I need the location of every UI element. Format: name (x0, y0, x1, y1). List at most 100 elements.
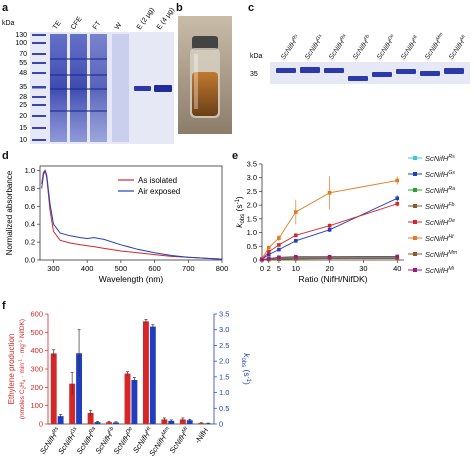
gel-c-band-mm (420, 71, 440, 76)
marker-35: 35 (19, 84, 27, 91)
chart-e-point (395, 178, 400, 183)
chart-e-point (327, 256, 332, 261)
chart-d-ytick: 0.0 (25, 256, 35, 265)
chart-e-series-ht (261, 180, 398, 259)
chart-f-bar-kobs (168, 420, 175, 424)
chart-f-bar-kobs (76, 353, 83, 424)
chart-d-legend-label: Air exposed (138, 187, 180, 196)
chart-d-series-air-exposed (41, 169, 223, 260)
marker-55: 55 (19, 60, 27, 67)
chart-e-point (294, 239, 298, 243)
chart-e-point (266, 256, 271, 261)
chart-e-ytick: 0 (253, 256, 257, 265)
chart-f-ylabel-right: kobs (s-1) (240, 353, 252, 385)
chart-d-absorbance: 0.0 0.2 0.4 0.6 0.8 1.0 300 400 500 600 700 800 Wave… (5, 165, 228, 284)
marker-20: 20 (19, 113, 27, 120)
chart-d-xtick: 400 (81, 264, 94, 273)
chart-f-bar-kobs (205, 423, 212, 424)
chart-e-point (395, 256, 400, 261)
chart-d-ytick: 0.4 (25, 220, 35, 229)
chart-e-xtick: 20 (325, 264, 333, 273)
chart-f-ylabel-left-line2: (nmoles C2H4 · min-1 · mg-1 NifDK) (18, 319, 28, 419)
chart-f-ytick-right: 3.0 (219, 325, 229, 334)
chart-f-ytick-left: 0 (39, 420, 43, 429)
gel-c-band-fb (348, 76, 368, 81)
gel-c-lane-label-fb: ScNifHFb (350, 33, 373, 61)
marker-15: 15 (19, 125, 27, 132)
marker-28: 28 (19, 94, 27, 101)
gel-c-band-mi (444, 68, 464, 74)
chart-f-bar-kobs (94, 422, 101, 424)
lane-label-ft: FT (92, 20, 103, 32)
chart-f-ytick-right: 2.5 (219, 341, 229, 350)
gel-c-lane-label-mi: ScNifHMi (446, 33, 469, 61)
chart-f-bar-kobs (113, 422, 119, 424)
chart-e-point (266, 249, 271, 254)
chart-e-ytick: 3.5 (247, 160, 257, 169)
panel-b-label: b (176, 2, 183, 14)
chart-e-ytick: 2.0 (247, 201, 257, 210)
chart-f-bar-ethylene (69, 383, 76, 424)
chart-e-legend-label-fb: ScNifHFb (425, 202, 455, 211)
chart-d-xlabel: Wavelength (nm) (99, 274, 164, 284)
gel-c-lane-label-ra: ScNifHRa (326, 33, 349, 61)
chart-f-bar-ethylene (179, 419, 186, 424)
chart-f-ytick-right: 1.5 (219, 372, 229, 381)
chart-e-point (277, 236, 281, 240)
gel-a-kda-label: kDa (2, 20, 15, 27)
chart-f-bar-ethylene (142, 321, 149, 424)
gel-c-band-ra (324, 68, 344, 73)
gel-c-lane-label-mm: ScNifHMm (422, 32, 446, 62)
chart-e-xtick: 2 (267, 264, 271, 273)
chart-e-point (266, 245, 271, 250)
chart-e-xtick: 0 (260, 264, 264, 273)
chart-e-point (294, 233, 298, 238)
chart-e-point (266, 252, 271, 257)
chart-d-xtick: 300 (47, 264, 60, 273)
chart-e-xtick: 30 (359, 264, 367, 273)
chart-e-point (395, 196, 400, 201)
chart-e-point (327, 228, 332, 232)
chart-f-bar-ethylene (124, 373, 131, 424)
chart-f-xtick-label: ScNifHMi (168, 425, 193, 455)
chart-d-ylabel: Normalized absorbance (5, 170, 14, 255)
chart-e-legend-label-rs: ScNifHRs (425, 154, 455, 163)
chart-e-ylabel: kobs (s-1) (234, 196, 246, 228)
panel-a-gel: kDa 130 100 70 55 48 35 28 25 20 15 10 (2, 7, 176, 144)
gel-c-lane-label-de: ScNifHDe (374, 33, 397, 61)
chart-e-ytick: 1.5 (247, 214, 257, 223)
chart-e-legend-label-mm: ScNifHMm (425, 250, 458, 259)
marker-100: 100 (15, 40, 27, 47)
chart-e-point (395, 201, 400, 206)
chart-f-ytick-right: 1.0 (219, 388, 229, 397)
chart-d-ytick: 1.0 (25, 166, 35, 175)
chart-d-xtick: 700 (182, 264, 195, 273)
chart-e-point (327, 254, 332, 259)
chart-e-point (294, 210, 298, 214)
gel-a-lane-e4-band (154, 85, 172, 92)
chart-f-bar-kobs (131, 380, 138, 424)
chart-e-point (260, 257, 264, 262)
chart-f-ylabel-left-line1: Ethylene production (7, 334, 16, 405)
chart-f-ytick-right: 3.5 (219, 310, 229, 319)
chart-e-ytick: 1.0 (247, 228, 257, 237)
chart-f-bar-ethylene (50, 353, 57, 424)
marker-130: 130 (15, 32, 27, 39)
gel-c-band-rs (276, 68, 296, 73)
gel-c-background (270, 62, 470, 84)
lane-label-cfe: CFE (70, 15, 84, 31)
chart-e-point (395, 254, 400, 259)
chart-d-series-as-isolated (41, 169, 223, 260)
chart-e-xtick: 5 (277, 264, 281, 273)
chart-e-point (294, 257, 298, 261)
gel-c-lane-label-ht: ScNifHHt (398, 34, 421, 61)
chart-e-legend-label-ht: ScNifHHt (425, 234, 454, 243)
marker-25: 25 (19, 102, 27, 109)
gel-c-band-de (372, 72, 392, 77)
gel-c-kda-label: kDa (250, 53, 263, 60)
panel-f-label: f (2, 300, 6, 312)
lane-label-w: W (114, 21, 124, 31)
chart-e-point (277, 257, 281, 261)
gel-c-band-ht (396, 69, 416, 74)
chart-e-point (327, 191, 332, 195)
